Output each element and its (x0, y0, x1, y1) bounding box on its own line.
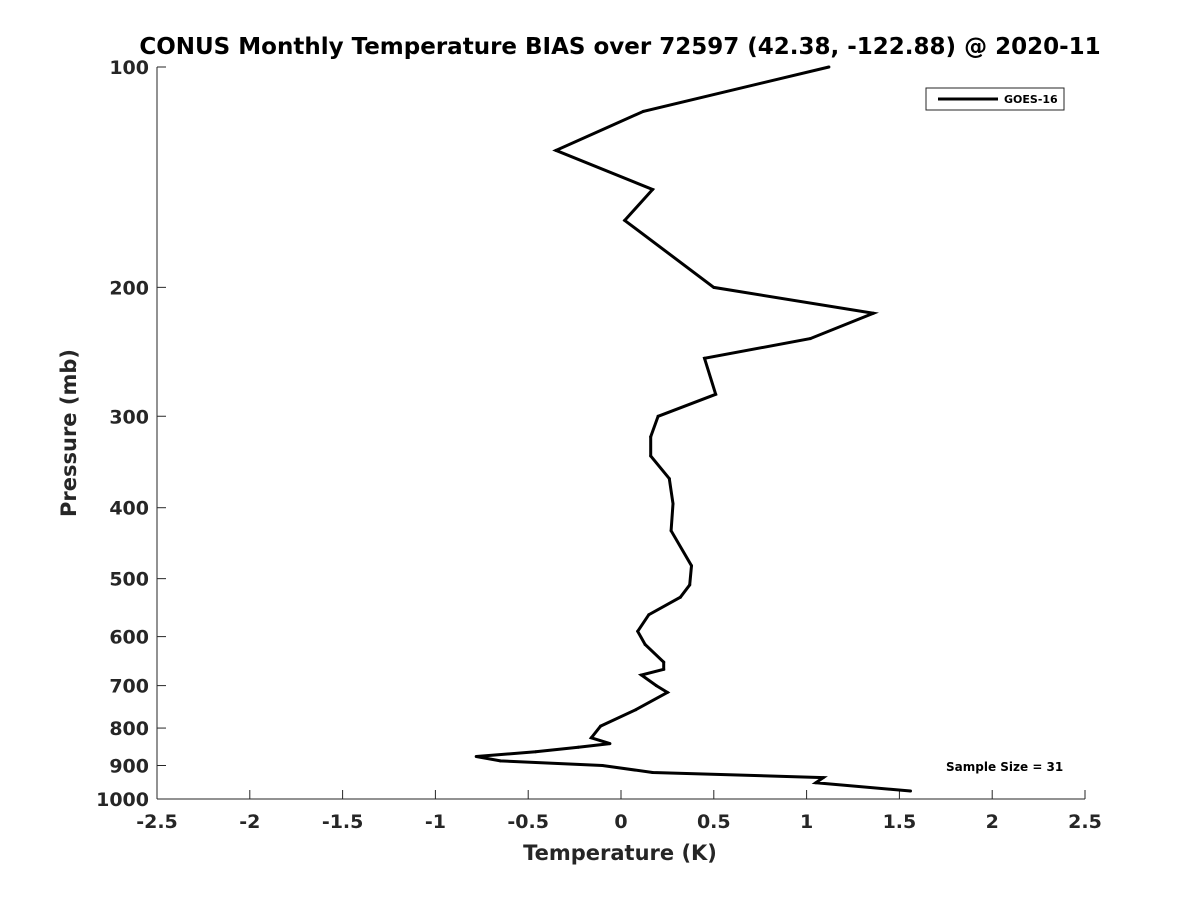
data-point-goes-16-12 (649, 454, 653, 458)
y-tick-label: 400 (109, 498, 149, 520)
data-point-goes-16-31 (576, 745, 580, 749)
data-point-goes-16-36 (651, 771, 655, 774)
data-point-goes-16-18 (678, 595, 682, 599)
data-point-goes-16-22 (662, 660, 666, 664)
data-point-goes-16-32 (534, 750, 538, 754)
data-point-goes-16-26 (665, 690, 669, 694)
y-axis-label: Pressure (mb) (57, 349, 81, 517)
plot-area (157, 67, 1085, 799)
data-point-goes-16-2 (554, 148, 558, 152)
x-tick-label: 1 (800, 811, 813, 833)
data-point-goes-16-30 (608, 742, 612, 746)
y-tick-label: 500 (109, 569, 149, 591)
x-tick-label: 0 (614, 811, 627, 833)
y-tick-label: 600 (109, 627, 149, 649)
series-line-goes-16 (475, 65, 911, 793)
data-point-goes-16-15 (669, 529, 673, 533)
y-tick-label: 300 (109, 406, 149, 428)
x-tick-label: 0.5 (697, 811, 731, 833)
data-point-goes-16-1 (641, 109, 645, 113)
y-tick-label: 200 (109, 277, 149, 299)
data-point-goes-16-23 (662, 667, 666, 671)
data-point-goes-16-34 (498, 759, 502, 763)
data-point-goes-16-7 (808, 337, 812, 341)
legend-entry-goes-16: GOES-16 (1004, 93, 1058, 106)
data-point-goes-16-9 (714, 392, 718, 396)
x-tick-label: -2 (239, 811, 260, 833)
sample-size-annotation: Sample Size = 31 (946, 760, 1063, 774)
data-point-goes-16-21 (643, 643, 647, 646)
x-tick-label: -1.5 (322, 811, 364, 833)
series-points (474, 65, 912, 793)
chart-title: CONUS Monthly Temperature BIAS over 7259… (139, 34, 1100, 60)
x-tick-label: -1 (425, 811, 446, 833)
data-point-goes-16-35 (600, 764, 604, 767)
x-axis-label: Temperature (K) (523, 841, 717, 865)
y-tick-label: 100 (109, 57, 149, 79)
y-tick-label: 900 (109, 756, 149, 778)
data-point-goes-16-13 (667, 477, 671, 481)
data-point-goes-16-6 (871, 311, 875, 315)
x-tick-label: 1.5 (883, 811, 917, 833)
data-point-goes-16-16 (690, 564, 693, 568)
data-point-goes-16-24 (639, 673, 643, 677)
data-point-goes-16-4 (623, 218, 627, 222)
x-tick-label: -0.5 (507, 811, 549, 833)
y-tick-label: 1000 (96, 789, 149, 811)
data-point-goes-16-39 (909, 789, 912, 793)
data-point-goes-16-28 (599, 724, 603, 728)
data-point-goes-16-29 (589, 736, 593, 740)
y-ticks: 100 200 300 400 500 600 700 800 900 1000 (96, 57, 166, 811)
legend: GOES-16 (925, 87, 1065, 111)
data-point-goes-16-19 (647, 613, 651, 617)
data-point-goes-16-14 (671, 502, 675, 506)
data-point-goes-16-27 (634, 708, 638, 712)
x-tick-label: 2 (986, 811, 999, 833)
data-point-goes-16-25 (654, 684, 658, 688)
x-tick-label: -2.5 (136, 811, 178, 833)
data-point-goes-16-38 (814, 781, 818, 785)
data-point-goes-16-20 (636, 629, 640, 633)
data-point-goes-16-33 (474, 755, 478, 758)
y-tick-label: 800 (109, 718, 149, 740)
data-point-goes-16-5 (712, 285, 716, 289)
data-point-goes-16-10 (656, 414, 660, 418)
x-ticks: -2.5 -2 -1.5 -1 -0.5 0 0.5 1 1.5 2 2.5 (136, 790, 1102, 833)
data-point-goes-16-8 (703, 356, 706, 360)
data-point-goes-16-17 (688, 583, 692, 587)
data-point-goes-16-0 (827, 65, 831, 69)
y-tick-label: 700 (109, 676, 149, 698)
x-tick-label: 2.5 (1068, 811, 1102, 833)
data-point-goes-16-11 (649, 435, 653, 439)
data-point-goes-16-3 (651, 188, 655, 191)
data-point-goes-16-37 (821, 776, 825, 780)
